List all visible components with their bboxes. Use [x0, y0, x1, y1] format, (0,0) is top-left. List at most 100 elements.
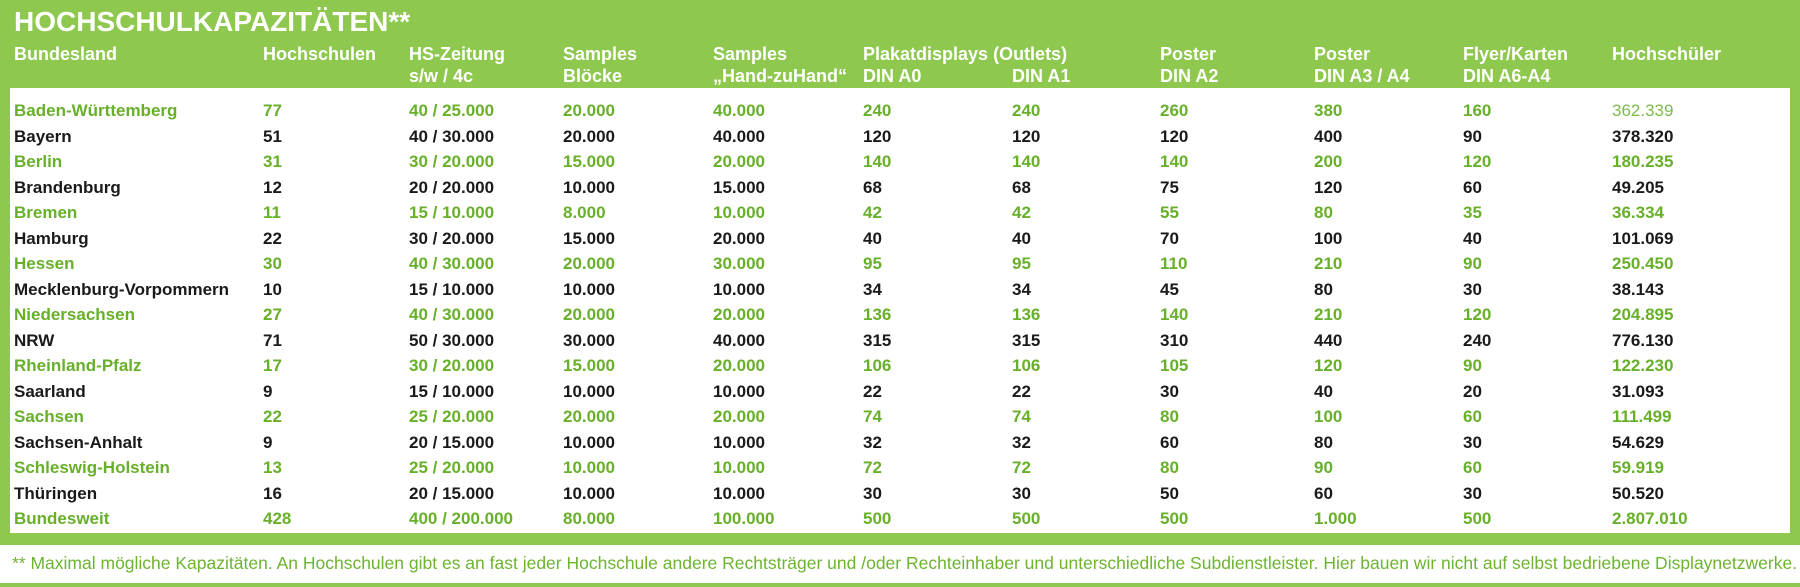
table-cell: 378.320: [1612, 126, 1674, 146]
table-cell: 105: [1160, 356, 1189, 375]
table-cell: 95: [1012, 254, 1031, 273]
table-cell: 60: [1463, 458, 1482, 477]
table-cell: 240: [1012, 101, 1041, 120]
table-cell: 140: [1160, 305, 1189, 324]
table-cell: 31.093: [1612, 381, 1664, 401]
table-row: Brandenburg 12 20 / 20.000 10.000 15.000 68 68…: [10, 175, 1790, 201]
table-cell: 136: [1012, 305, 1041, 324]
table-cell: 400: [1314, 126, 1343, 146]
table-cell: 40 / 30.000: [409, 254, 495, 273]
table-cell: Hamburg: [14, 228, 89, 248]
table-cell: 500: [1160, 509, 1189, 528]
table-cell: 500: [1463, 509, 1492, 528]
table-cell: 10.000: [563, 432, 615, 452]
table-cell: 40 / 25.000: [409, 101, 495, 120]
table-cell: 8.000: [563, 203, 606, 222]
table-cell: 72: [1012, 458, 1031, 477]
table-cell: Berlin: [14, 152, 63, 171]
table-body: Baden-Württemberg 77 40 / 25.000 20.000 40.0…: [10, 88, 1790, 533]
table-cell: 111.499: [1612, 407, 1672, 426]
table-row: Sachsen 22 25 / 20.000 20.000 20.000 74 74 80 10…: [10, 404, 1790, 430]
table-cell: 10.000: [713, 203, 765, 222]
column-header: Hochschüler: [1612, 44, 1722, 64]
table-cell: 72: [863, 458, 882, 477]
table-cell: 10.000: [713, 381, 765, 401]
table-cell: 20.000: [713, 228, 765, 248]
table-cell: NRW: [14, 330, 55, 350]
table-cell: 40: [1463, 228, 1482, 248]
table-cell: 10.000: [563, 177, 615, 197]
table-cell: 200: [1314, 152, 1343, 171]
table-cell: 106: [1012, 356, 1041, 375]
table-cell: Saarland: [14, 381, 86, 401]
table-cell: 140: [1012, 152, 1041, 171]
table-cell: 9: [263, 432, 273, 452]
column-header: [1612, 66, 1790, 87]
table-cell: Brandenburg: [14, 177, 121, 197]
table-cell: 90: [1463, 254, 1482, 273]
table-cell: 240: [1463, 330, 1492, 350]
table-cell: 380: [1314, 101, 1343, 120]
table-cell: 49.205: [1612, 177, 1664, 197]
table-cell: 54.629: [1612, 432, 1664, 452]
table-cell: 15.000: [563, 228, 615, 248]
column-header: Bundesland: [14, 44, 118, 64]
table-cell: 25 / 20.000: [409, 407, 495, 426]
table-cell: 15.000: [713, 177, 765, 197]
table-cell: 30: [1012, 483, 1031, 503]
table-cell: 15.000: [563, 152, 615, 171]
table-cell: 95: [863, 254, 882, 273]
table-cell: 22: [1012, 381, 1031, 401]
page-title: HOCHSCHULKAPAZITÄTEN**: [14, 6, 411, 37]
table-cell: 20.000: [713, 152, 765, 171]
table-cell: 204.895: [1612, 305, 1674, 324]
table-cell: 260: [1160, 101, 1189, 120]
table-cell: Bremen: [14, 203, 78, 222]
column-header-row-2: s/w / 4c Blöcke „Hand-zuHand“ DIN A0 DIN A1 D…: [10, 66, 1790, 87]
table-cell: 32: [1012, 432, 1031, 452]
table-cell: 50.520: [1612, 483, 1664, 503]
table-cell: 40 / 30.000: [409, 126, 495, 146]
column-header: Samples: [563, 44, 638, 64]
table-cell: Mecklenburg-Vorpommern: [14, 279, 230, 299]
table-cell: 120: [1160, 126, 1189, 146]
table-cell: 75: [1160, 177, 1179, 197]
table-cell: 55: [1160, 203, 1179, 222]
table-cell: 68: [863, 177, 882, 197]
table-cell: 20.000: [563, 126, 615, 146]
table-row: NRW 71 50 / 30.000 30.000 40.000 315 315 310 440…: [10, 328, 1790, 354]
table-cell: 120: [863, 126, 892, 146]
table-cell: Bundesweit: [14, 509, 110, 528]
table-cell: 40: [863, 228, 882, 248]
table-cell: 40.000: [713, 126, 765, 146]
table-cell: 15 / 10.000: [409, 203, 495, 222]
table-cell: 160: [1463, 101, 1492, 120]
column-header-row-1: Bundesland Hochschulen HS-Zeitung Samples Sa…: [10, 44, 1790, 65]
table-cell: 100: [1314, 407, 1343, 426]
table-cell: 45: [1160, 279, 1179, 299]
table-cell: 400 / 200.000: [409, 509, 513, 528]
column-header: Samples: [713, 44, 788, 64]
table-cell: 250.450: [1612, 254, 1674, 273]
table-row: Berlin 31 30 / 20.000 15.000 20.000 140 140 140…: [10, 149, 1790, 175]
column-header: [10, 66, 263, 87]
table-cell: 80.000: [563, 509, 615, 528]
table-cell: 20.000: [713, 356, 765, 375]
column-header: Poster: [1160, 44, 1217, 64]
column-header: DIN A2: [1160, 66, 1219, 86]
table-cell: 120: [1463, 305, 1492, 324]
column-header: Plakatdisplays (Outlets): [863, 44, 1068, 64]
column-header: DIN A0: [863, 66, 922, 86]
table-cell: 9: [263, 381, 273, 401]
table-cell: 20.000: [563, 101, 615, 120]
table-row: Baden-Württemberg 77 40 / 25.000 20.000 40.0…: [10, 98, 1790, 124]
table-cell: 20.000: [563, 305, 615, 324]
column-header: DIN A3 / A4: [1314, 66, 1410, 86]
table-cell: 80: [1314, 203, 1333, 222]
table-cell: 90: [1463, 126, 1482, 146]
table-row: Niedersachsen 27 40 / 30.000 20.000 20.000 13…: [10, 302, 1790, 328]
table-cell: 70: [1160, 228, 1179, 248]
table-row: Bundesweit 428 400 / 200.000 80.000 100.000 5…: [10, 506, 1790, 532]
table-cell: 2.807.010: [1612, 509, 1688, 528]
table-cell: 100: [1314, 228, 1343, 248]
